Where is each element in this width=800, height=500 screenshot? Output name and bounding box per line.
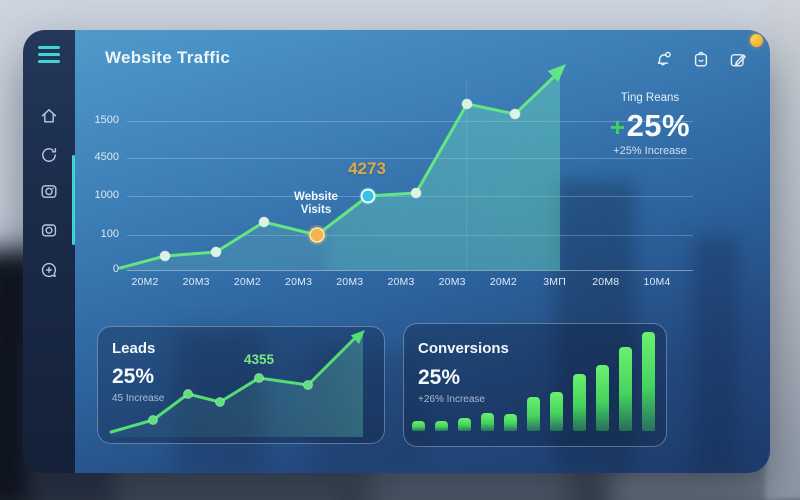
gridline [127, 121, 693, 122]
clipboard-icon[interactable] [691, 50, 711, 70]
conversion-bar [619, 347, 632, 431]
conversion-bar [642, 332, 655, 431]
x-tick-label: 10M4 [643, 276, 671, 288]
leads-title: Leads [112, 340, 156, 357]
camera-alt-icon[interactable] [39, 220, 59, 240]
conversion-bar [527, 397, 540, 431]
conversion-bar [573, 374, 586, 431]
reach-stats: Ting Reans +25% +25% Increase [575, 92, 725, 157]
y-tick-label: 0 [112, 263, 119, 275]
stats-caption: Ting Reans [620, 92, 680, 104]
x-tick-label: 20M2 [131, 276, 159, 288]
leads-point-label: 4355 [243, 352, 275, 367]
conversions-subtext: +26% Increase [418, 394, 485, 405]
chat-add-icon[interactable] [39, 260, 59, 280]
page-title: Website Traffic [105, 48, 231, 67]
x-tick-label: 20M8 [592, 276, 620, 288]
plus-sign: + [609, 112, 626, 142]
compose-icon[interactable] [728, 50, 748, 70]
x-tick-label: 20M3 [336, 276, 364, 288]
glass-streak [693, 235, 738, 473]
conversion-bar [435, 421, 448, 431]
point-value-label: 4273 [348, 159, 386, 178]
x-tick-label: 20M3 [387, 276, 415, 288]
y-tick-label: 100 [100, 228, 119, 240]
stats-value: 25% [626, 108, 691, 143]
user-notification-icon[interactable] [654, 50, 674, 70]
dashboard-window: Website Traffic [23, 30, 770, 473]
website-visits-label: Website Visits [294, 191, 338, 216]
gridline [127, 270, 693, 271]
bg-right-haze [765, 0, 800, 500]
sidebar-scrollbar[interactable] [72, 155, 75, 245]
stats-subtext: +25% Increase [613, 145, 687, 157]
sidebar [23, 30, 75, 473]
x-tick-label: 20M3 [438, 276, 466, 288]
conversion-bar [412, 421, 425, 431]
notification-badge [750, 34, 763, 47]
home-icon[interactable] [39, 106, 59, 126]
x-tick-label: 20M3 [182, 276, 210, 288]
conversions-title: Conversions [418, 340, 509, 357]
conversion-bar [504, 414, 517, 431]
gridline [127, 158, 693, 159]
leads-subtext: 45 Increase [112, 393, 165, 404]
x-tick-label: 20M3 [285, 276, 313, 288]
y-tick-label: 1000 [94, 189, 119, 201]
x-tick-label: 20M2 [233, 276, 261, 288]
camera-icon[interactable] [39, 181, 59, 201]
x-tick-label: 20M2 [489, 276, 517, 288]
conversion-bar [596, 365, 609, 431]
sync-icon[interactable] [39, 145, 59, 165]
conversions-bars [412, 331, 655, 431]
conversions-value: 25% [418, 366, 461, 389]
leads-card: Leads 25% 45 Increase 4355 [97, 326, 385, 444]
conversion-bar [550, 392, 563, 431]
traffic-chart [118, 64, 566, 270]
leads-value: 25% [112, 365, 155, 388]
menu-icon[interactable] [38, 46, 60, 67]
conversions-card: Conversions 25% +26% Increase [403, 323, 667, 447]
header-icons [654, 50, 748, 70]
main-panel: Website Traffic [75, 30, 770, 473]
x-tick-label: 3MП [543, 276, 566, 288]
leads-chart [109, 330, 365, 437]
y-tick-label: 4500 [94, 151, 119, 163]
conversion-bar [458, 418, 471, 431]
conversion-bar [481, 413, 494, 431]
y-tick-label: 1500 [94, 114, 119, 126]
